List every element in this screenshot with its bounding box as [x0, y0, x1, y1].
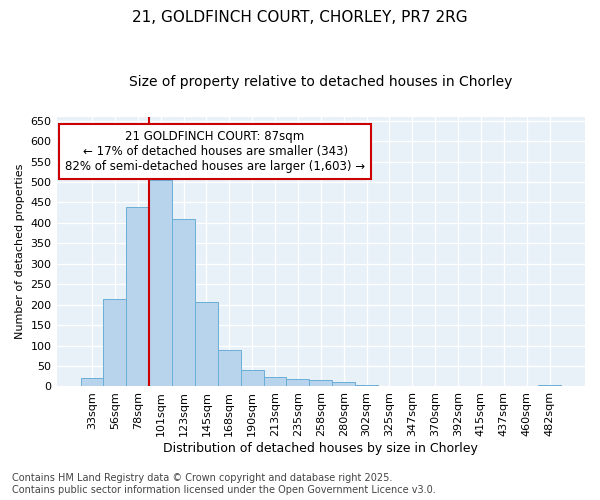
Bar [263, 378, 286, 386]
Bar [103, 298, 127, 386]
Y-axis label: Number of detached properties: Number of detached properties [15, 164, 25, 339]
Bar [310, 380, 332, 386]
Text: 21, GOLDFINCH COURT, CHORLEY, PR7 2RG: 21, GOLDFINCH COURT, CHORLEY, PR7 2RG [132, 10, 468, 25]
Bar [195, 302, 218, 386]
Bar [538, 385, 561, 386]
Bar [332, 382, 355, 386]
Bar [241, 370, 263, 386]
Bar [80, 378, 103, 386]
Text: 21 GOLDFINCH COURT: 87sqm
← 17% of detached houses are smaller (343)
82% of semi: 21 GOLDFINCH COURT: 87sqm ← 17% of detac… [65, 130, 365, 173]
Text: Contains HM Land Registry data © Crown copyright and database right 2025.
Contai: Contains HM Land Registry data © Crown c… [12, 474, 436, 495]
Bar [149, 180, 172, 386]
Bar [172, 219, 195, 386]
Title: Size of property relative to detached houses in Chorley: Size of property relative to detached ho… [129, 75, 512, 89]
Bar [355, 385, 378, 386]
Bar [286, 379, 310, 386]
X-axis label: Distribution of detached houses by size in Chorley: Distribution of detached houses by size … [163, 442, 478, 455]
Bar [218, 350, 241, 386]
Bar [127, 206, 149, 386]
